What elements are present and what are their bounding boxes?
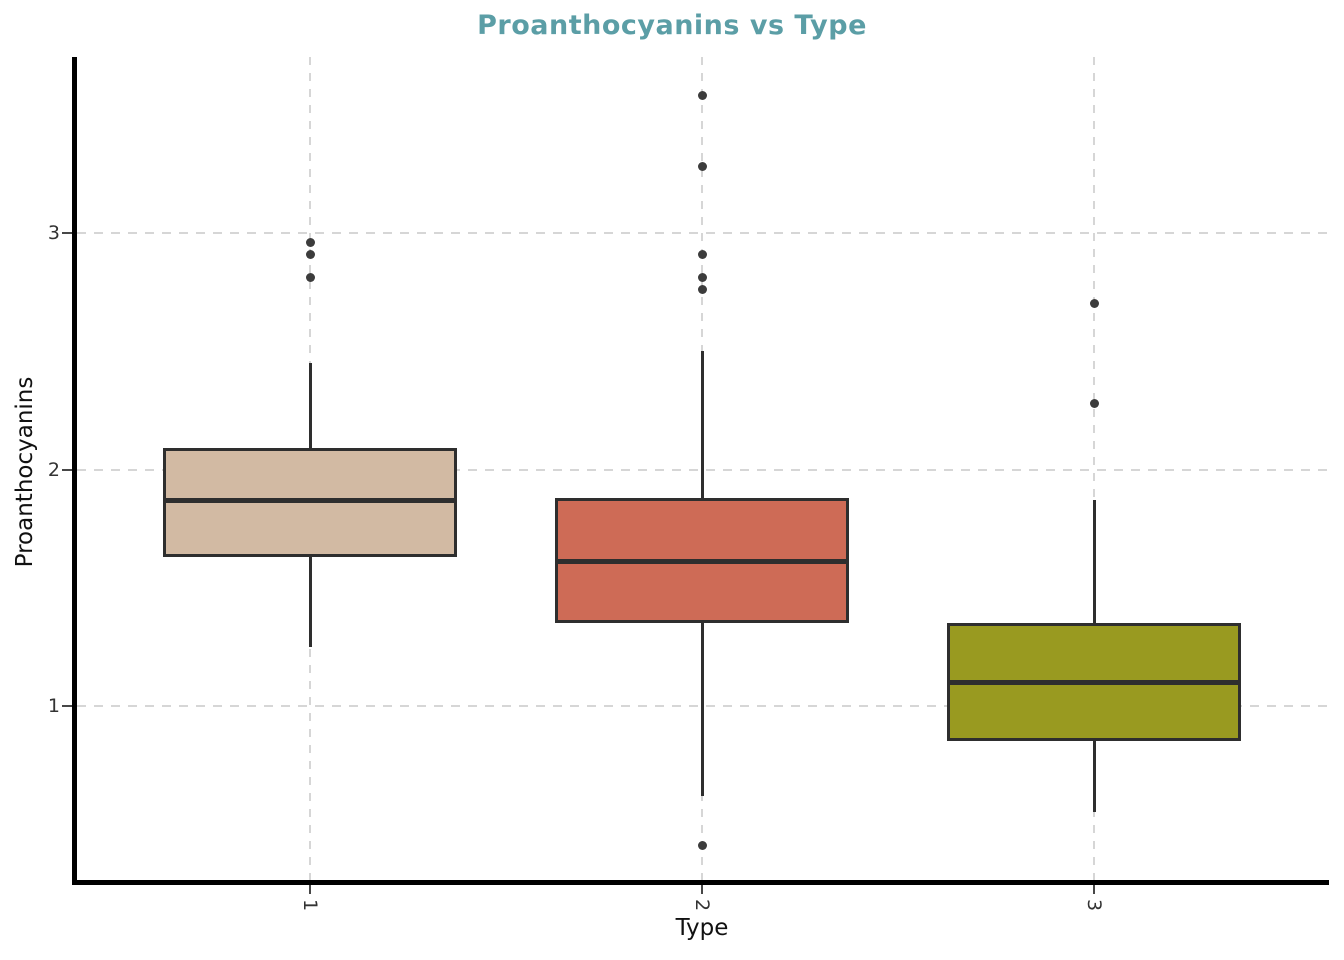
median-group-1 <box>163 497 457 503</box>
x-tick-mark-1 <box>309 885 311 894</box>
upper-whisker-group-1 <box>308 363 312 449</box>
outlier-group-3-1 <box>1089 299 1099 309</box>
outlier-group-1-0 <box>305 273 315 283</box>
median-group-3 <box>947 679 1241 685</box>
x-axis-title: Type <box>675 915 729 941</box>
x-gridline-3 <box>1093 57 1095 880</box>
x-tick-label-2: 2 <box>691 898 713 912</box>
x-tick-mark-2 <box>701 885 703 894</box>
y-tick-label-2: 2 <box>47 458 60 481</box>
lower-whisker-group-1 <box>308 557 312 647</box>
y-tick-mark-2 <box>62 468 72 471</box>
upper-whisker-group-2 <box>700 351 704 498</box>
lower-whisker-group-3 <box>1092 741 1096 813</box>
y-axis-line <box>72 57 77 885</box>
chart-title: Proanthocyanins vs Type <box>477 10 867 41</box>
median-group-2 <box>555 559 849 565</box>
x-axis-line <box>72 880 1329 885</box>
outlier-group-1-2 <box>305 237 315 247</box>
y-tick-mark-1 <box>62 705 72 707</box>
y-tick-label-3: 3 <box>47 222 60 244</box>
x-tick-label-3: 3 <box>1083 898 1105 912</box>
outlier-group-2-4 <box>697 162 707 172</box>
x-tick-label-1: 1 <box>299 898 321 912</box>
outlier-group-2-0 <box>697 841 707 851</box>
outlier-group-3-0 <box>1089 398 1099 408</box>
lower-whisker-group-2 <box>700 623 704 796</box>
x-tick-mark-3 <box>1093 885 1095 894</box>
outlier-group-1-1 <box>305 249 315 259</box>
y-tick-label-1: 1 <box>47 695 60 717</box>
y-tick-mark-3 <box>62 232 72 234</box>
outlier-group-2-5 <box>697 91 707 101</box>
outlier-group-2-1 <box>697 285 707 295</box>
outlier-group-2-2 <box>697 273 707 283</box>
y-gridline-3 <box>77 232 1329 234</box>
upper-whisker-group-3 <box>1092 500 1096 624</box>
outlier-group-2-3 <box>697 249 707 259</box>
